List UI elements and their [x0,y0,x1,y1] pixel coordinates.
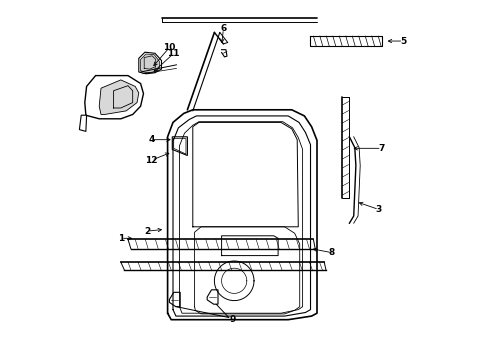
Polygon shape [79,115,87,131]
Text: 1: 1 [118,234,124,243]
Text: 7: 7 [379,144,385,153]
Text: 10: 10 [163,43,175,52]
Polygon shape [170,292,180,307]
Text: 12: 12 [145,156,158,165]
Polygon shape [141,54,159,73]
Polygon shape [207,290,218,304]
Polygon shape [172,137,187,156]
Text: 4: 4 [148,135,154,144]
Text: 6: 6 [220,24,226,33]
Text: 5: 5 [400,37,407,46]
Polygon shape [139,52,162,74]
Text: 8: 8 [329,248,335,257]
Text: 3: 3 [376,205,382,214]
Polygon shape [85,76,144,119]
Text: 2: 2 [144,227,150,236]
Text: 11: 11 [167,49,179,58]
Polygon shape [99,80,139,114]
Text: 9: 9 [229,315,236,324]
